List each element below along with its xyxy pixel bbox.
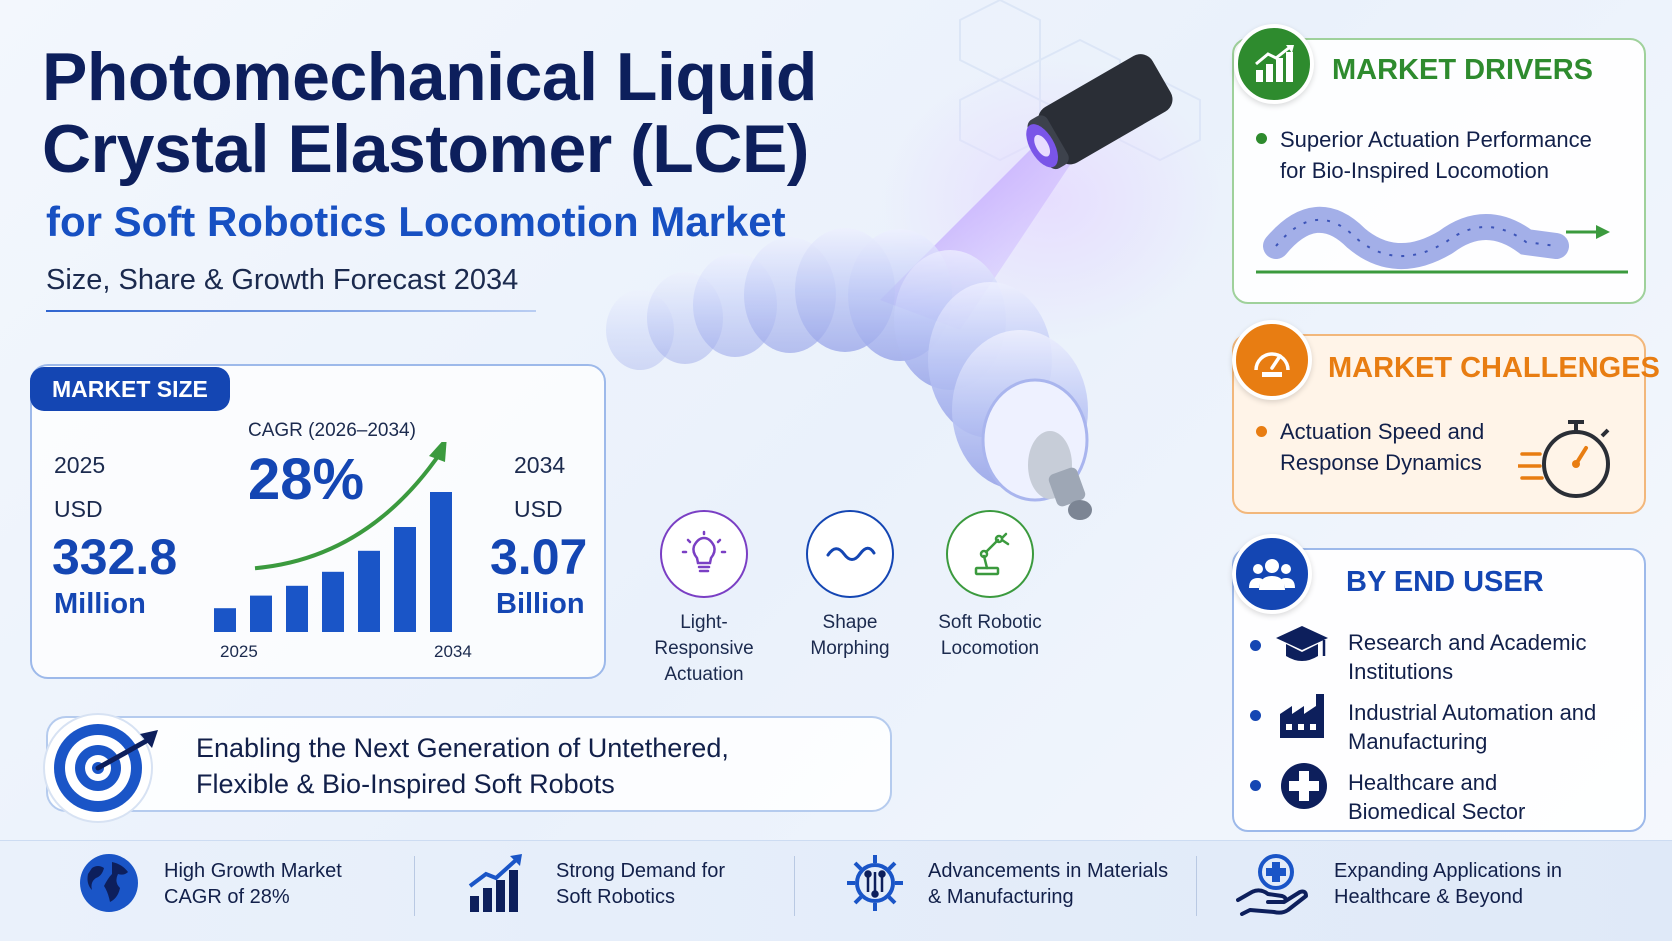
strip-item-2: Strong Demand for Soft Robotics (556, 860, 725, 908)
end-user-badge (1232, 534, 1312, 614)
end-user-bullet-1 (1250, 640, 1261, 651)
drivers-heading: MARKET DRIVERS (1332, 54, 1594, 86)
challenges-item: Actuation Speed and Response Dynamics (1280, 419, 1485, 475)
growth-bar-7 (430, 492, 452, 632)
growth-arrow-head (429, 442, 447, 462)
growth-bar-6 (394, 527, 416, 632)
cagr-label: CAGR (2026–2034) (248, 420, 416, 441)
title-line-2: Crystal Elastomer (LCE) (42, 111, 809, 187)
robot-arm-icon (974, 532, 1010, 576)
drivers-bullet (1256, 133, 1267, 144)
wave-icon (826, 546, 876, 561)
cagr-value: 28% (248, 447, 365, 512)
end-currency: USD (514, 496, 563, 522)
end-user-heading: BY END USER (1346, 566, 1544, 598)
worm-locomotion-icon (1256, 206, 1628, 274)
feature-label-locomotion: Soft Robotic Locomotion (938, 612, 1042, 659)
growth-bar-chart: 2025 2034 (214, 442, 472, 661)
lightbulb-icon (681, 530, 727, 573)
growth-arrow-icon (254, 450, 443, 571)
end-user-bullet-3 (1250, 780, 1261, 791)
challenges-bullet (1256, 426, 1267, 437)
feature-label-shape: Shape Morphing (810, 612, 890, 659)
growth-bar-4 (322, 571, 344, 632)
growth-bar-5 (358, 550, 380, 632)
strip-item-3: Advancements in Materials & Manufacturin… (928, 860, 1169, 908)
title-divider (46, 310, 536, 312)
strip-divider-1 (414, 856, 415, 916)
target-arrow-icon (43, 713, 158, 823)
growth-bar-2 (250, 595, 272, 632)
end-user-item-1: Research and Academic Institutions (1348, 630, 1587, 684)
growth-chart-icon (1255, 45, 1294, 82)
start-value: 332.8 (52, 529, 178, 585)
bottom-highlights-strip (0, 840, 1672, 941)
growth-chart-icon (468, 854, 522, 912)
end-unit: Billion (496, 588, 585, 620)
challenges-badge (1232, 320, 1312, 400)
lce-robot-illustration (606, 0, 1220, 520)
growth-bar-1 (214, 608, 236, 632)
end-user-item-2: Industrial Automation and Manufacturing (1348, 700, 1597, 754)
strip-divider-2 (794, 856, 795, 916)
globe-icon (80, 854, 138, 912)
end-user-bullet-2 (1250, 710, 1261, 721)
stopwatch-icon (1518, 420, 1610, 498)
title-line-1: Photomechanical Liquid (42, 39, 817, 115)
start-unit: Million (54, 588, 146, 620)
feature-label-light: Light- Responsive Actuation (654, 612, 754, 685)
factory-icon (1280, 694, 1324, 738)
x-axis-start-label: 2025 (220, 642, 258, 661)
gear-circuit-icon (847, 855, 903, 911)
forecast-caption: Size, Share & Growth Forecast 2034 (46, 264, 519, 296)
gauge-icon (1254, 352, 1290, 377)
tagline-box (46, 716, 892, 812)
end-year: 2034 (514, 452, 566, 478)
challenges-heading: MARKET CHALLENGES (1328, 352, 1660, 384)
growth-bar-3 (286, 585, 308, 632)
drivers-badge (1234, 24, 1314, 104)
light-responsive-circle (660, 510, 748, 598)
start-currency: USD (54, 496, 103, 522)
graduation-cap-icon (1276, 626, 1328, 661)
strip-item-1: High Growth Market CAGR of 28% (164, 860, 342, 908)
users-group-icon (1249, 559, 1295, 590)
subtitle: for Soft Robotics Locomotion Market (46, 198, 786, 245)
medical-cross-icon (1281, 763, 1327, 809)
shape-morphing-circle (806, 510, 894, 598)
drivers-item: Superior Actuation Performance for Bio-I… (1280, 127, 1592, 183)
end-user-item-3: Healthcare and Biomedical Sector (1348, 770, 1526, 824)
strip-divider-3 (1196, 856, 1197, 916)
strip-item-4: Expanding Applications in Healthcare & B… (1334, 860, 1562, 908)
market-size-badge: MARKET SIZE (30, 367, 230, 411)
hand-cross-icon (1236, 854, 1308, 916)
end-value: 3.07 (490, 529, 588, 585)
x-axis-end-label: 2034 (434, 642, 472, 661)
market-size-card (30, 364, 606, 679)
soft-robotic-circle (946, 510, 1034, 598)
start-year: 2025 (54, 452, 106, 478)
tagline: Enabling the Next Generation of Untether… (196, 733, 729, 799)
